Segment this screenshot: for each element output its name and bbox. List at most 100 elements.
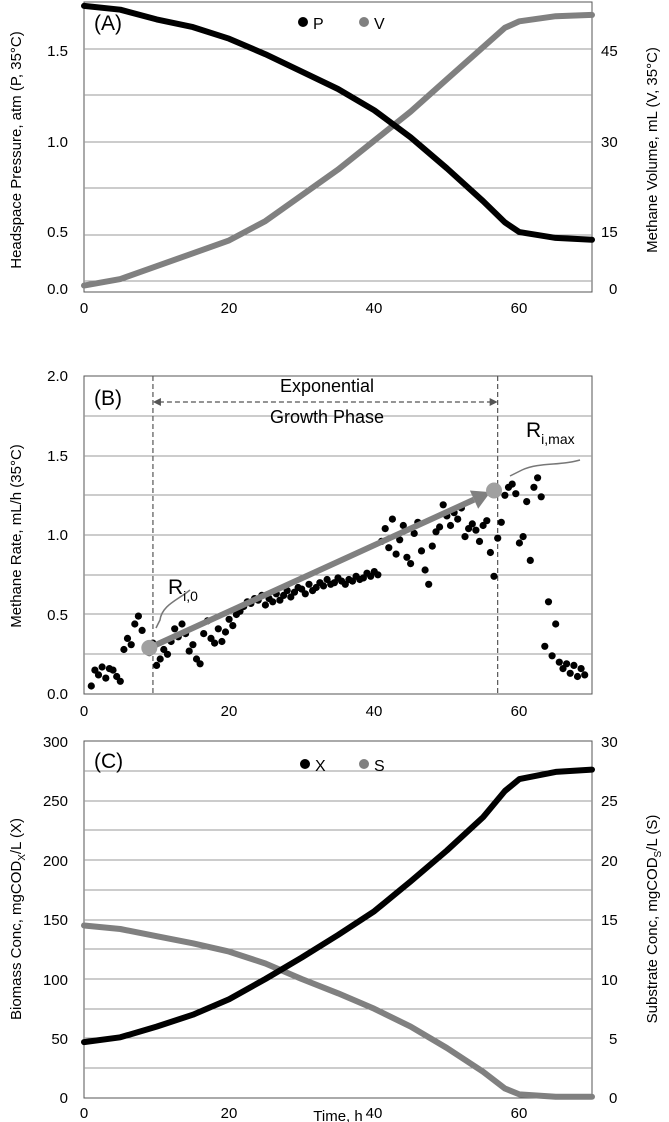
panel-c-legend: X S (300, 758, 385, 775)
rate-point (573, 672, 582, 681)
a-ytick-right-0: 0 (609, 281, 617, 298)
legend-x-marker (300, 759, 310, 769)
rate-point (407, 560, 415, 568)
c-ytick-left-0: 0 (60, 1090, 68, 1107)
b-xtick-60: 60 (511, 703, 528, 720)
phase-label-line2: Growth Phase (270, 407, 384, 427)
a-ytick-right-2: 30 (601, 134, 618, 151)
legend-s-label: S (374, 758, 385, 775)
b-ytick-4: 2.0 (47, 368, 68, 385)
c-ytick-right-2: 10 (601, 972, 618, 989)
c-ytick-left-1: 50 (51, 1031, 68, 1048)
rate-point (131, 620, 139, 628)
c-xtick-20: 20 (221, 1105, 238, 1122)
panel-a-label: (A) (94, 12, 122, 35)
b-ylabel: Methane Rate, mL/h (35°C) (8, 444, 25, 628)
a-xtick-20: 20 (221, 300, 238, 317)
series-s-line (81, 922, 595, 1100)
rate-point (501, 491, 509, 499)
b-ytick-0: 0.0 (47, 686, 68, 703)
c-ylabel-right: Substrate Conc, mgCODS/L (S) (644, 815, 664, 1024)
rate-point (388, 515, 396, 523)
rate-point (269, 598, 277, 606)
rate-point (446, 521, 455, 530)
legend-v-marker (359, 17, 369, 27)
rate-point (229, 622, 237, 630)
rate-point (417, 547, 426, 555)
rate-point (454, 515, 462, 523)
rate-point (515, 539, 524, 547)
series-x-line (81, 766, 595, 1046)
rate-point (225, 615, 233, 623)
rate-point (563, 660, 571, 668)
rate-point (436, 523, 444, 531)
panel-a: (A) P V 0.0 0.5 1.0 1.5 0 15 30 45 0 20 … (8, 1, 661, 317)
rate-point (421, 566, 429, 574)
phase-arrowhead-left (152, 398, 161, 406)
rate-point (403, 553, 411, 561)
a-xtick-40: 40 (366, 300, 383, 317)
rate-point (494, 534, 502, 542)
c-ytick-left-4: 200 (43, 853, 68, 870)
c-ylabel-left: Biomass Conc, mgCODX/L (X) (8, 818, 28, 1020)
rate-point (530, 483, 538, 491)
rate-point (211, 639, 219, 647)
growth-trend-arrow (148, 496, 476, 651)
rate-point (410, 529, 418, 538)
r-imax-callout-line (509, 459, 581, 477)
c-ytick-right-6: 30 (601, 734, 618, 751)
rate-point (396, 536, 404, 544)
rate-point (87, 682, 95, 690)
c-ytick-right-4: 20 (601, 853, 618, 870)
legend-v-label: V (374, 16, 385, 33)
rate-point (483, 517, 491, 525)
b-ytick-3: 1.5 (47, 448, 68, 465)
rate-point (171, 625, 179, 633)
rate-point (221, 628, 230, 636)
rate-point (163, 650, 172, 658)
rate-point (537, 493, 545, 501)
legend-x-label: X (315, 758, 326, 775)
a-xtick-60: 60 (511, 300, 528, 317)
phase-label-line1: Exponential (280, 376, 374, 396)
a-ylabel-left: Headspace Pressure, atm (P, 35°C) (8, 31, 25, 269)
rate-point (153, 661, 161, 670)
a-ytick-right-1: 15 (601, 224, 618, 241)
rate-point (490, 572, 498, 580)
rate-point (461, 533, 469, 541)
a-ylabel-right: Methane Volume, mL (V, 35°C) (644, 47, 661, 253)
series-p-line (81, 2, 595, 243)
rate-point (134, 612, 142, 620)
r-i0-label: Ri,0 (168, 576, 198, 604)
rate-point (399, 521, 407, 530)
rate-point (319, 582, 328, 590)
r-imax-point (486, 482, 503, 499)
rate-point (98, 663, 106, 671)
rate-point (581, 671, 589, 679)
rate-point (439, 501, 447, 509)
rate-point (123, 634, 132, 643)
series-v-line (81, 11, 595, 289)
rate-point (555, 658, 563, 666)
rate-point (570, 661, 578, 670)
b-xtick-40: 40 (366, 703, 383, 720)
rate-point (156, 655, 164, 663)
legend-p-label: P (313, 16, 324, 33)
panel-b: (B) Exponential Growth Phase Ri,0 Ri,max… (8, 368, 593, 720)
rate-point (116, 677, 124, 685)
b-ytick-2: 1.0 (47, 527, 68, 544)
legend-p-marker (298, 17, 308, 27)
growth-trend-arrowhead (469, 490, 491, 509)
rate-point (544, 598, 553, 606)
rate-point (497, 518, 505, 526)
rate-point (261, 601, 269, 609)
c-xtick-0: 0 (80, 1105, 88, 1122)
panel-c-label: (C) (94, 750, 123, 773)
panel-b-label: (B) (94, 387, 122, 410)
c-xtick-40: 40 (366, 1105, 383, 1122)
rate-point (486, 548, 494, 557)
rate-point (552, 620, 560, 628)
rate-point (577, 665, 585, 673)
rate-point (541, 642, 549, 650)
rate-point (94, 671, 103, 679)
